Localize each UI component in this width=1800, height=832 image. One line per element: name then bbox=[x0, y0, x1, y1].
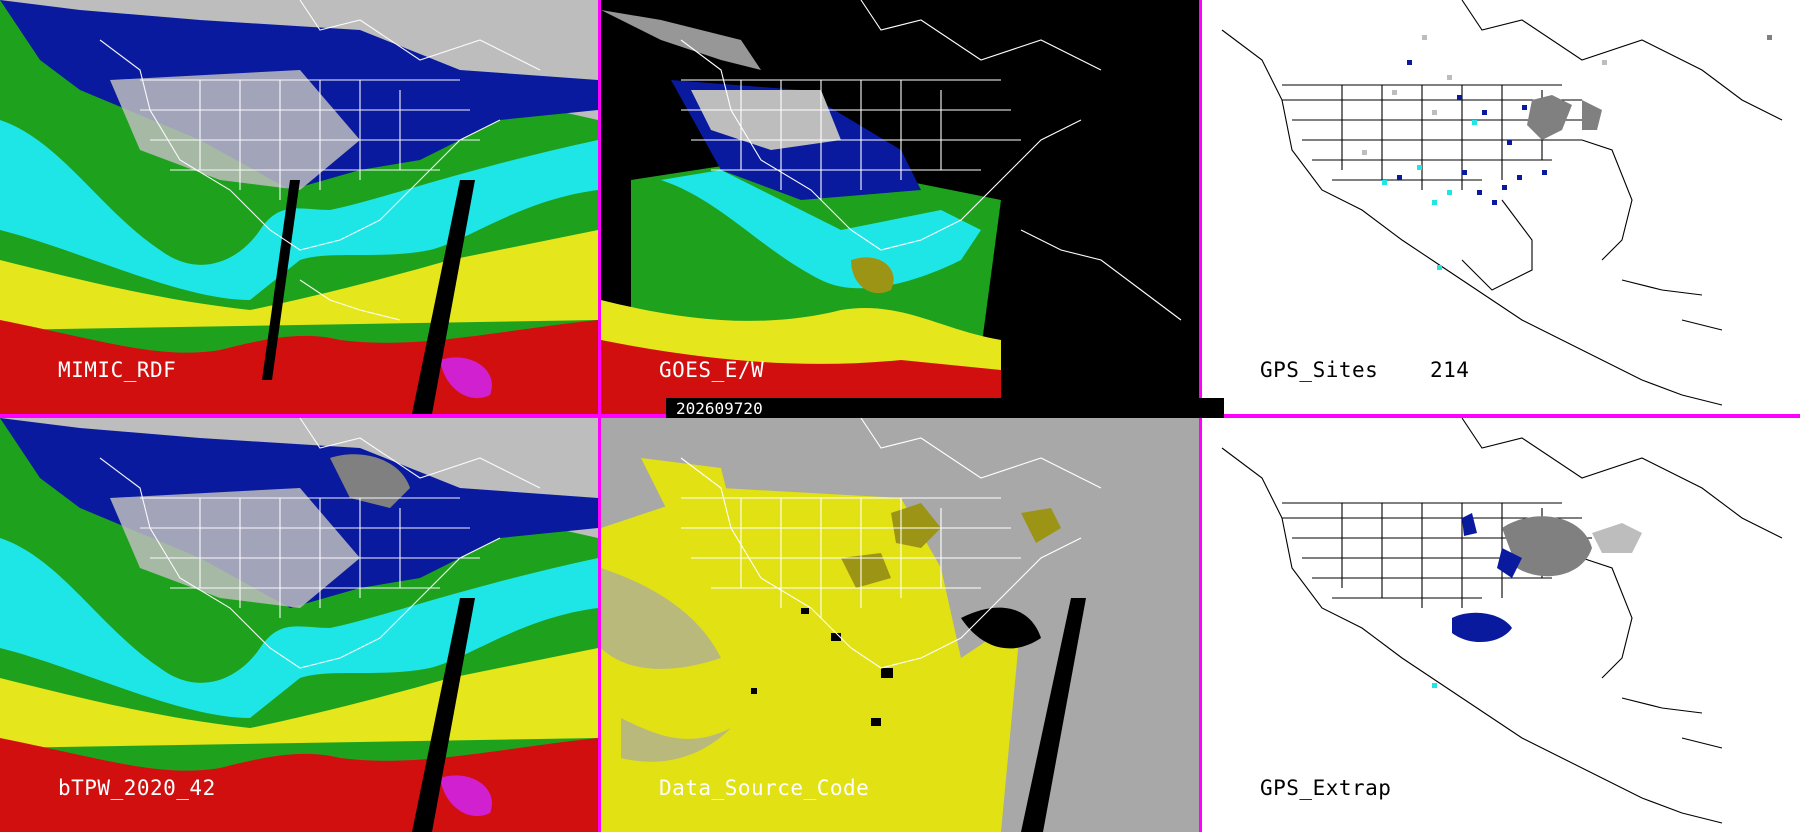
mimic-tpw-map bbox=[0, 0, 598, 414]
panel-label: GPS_Sites bbox=[1260, 358, 1379, 382]
panel-mimic-rdf: MIMIC_RDF bbox=[0, 0, 598, 414]
panel-label: bTPW_2020_42 bbox=[58, 776, 216, 800]
panel-btpw: bTPW_2020_42 bbox=[0, 418, 598, 832]
gps-sites-map bbox=[1202, 0, 1800, 414]
panel-goes-ew: GOES_E/W bbox=[601, 0, 1199, 414]
panel-label: MIMIC_RDF bbox=[58, 358, 177, 382]
panel-label: Data_Source_Code bbox=[659, 776, 870, 800]
panel-data-source-code: Data_Source_Code bbox=[601, 418, 1199, 832]
gps-extrap-map bbox=[1202, 418, 1800, 832]
timestamp-bar: 202609720 bbox=[666, 398, 1224, 418]
gps-site-count: 214 bbox=[1430, 358, 1470, 382]
timestamp: 202609720 bbox=[676, 399, 763, 418]
panel-gps-sites: GPS_Sites 214 bbox=[1202, 0, 1800, 414]
goes-tpw-map bbox=[601, 0, 1199, 414]
data-source-code-map bbox=[601, 418, 1199, 832]
gps-site-markers bbox=[1362, 35, 1772, 270]
panel-label: GPS_Extrap bbox=[1260, 776, 1392, 800]
btpw-map bbox=[0, 418, 598, 832]
panel-gps-extrap: GPS_Extrap bbox=[1202, 418, 1800, 832]
panel-label: GOES_E/W bbox=[659, 358, 765, 382]
